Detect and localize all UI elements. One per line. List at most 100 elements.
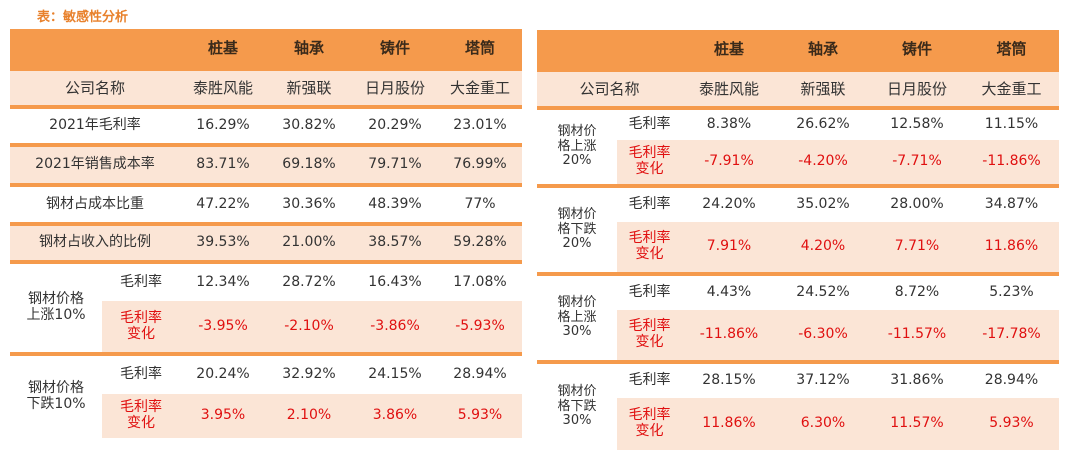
group-margin-row: 钢材价 格上涨 30% 毛利率 4.43% 24.52% 8.72% 5.23%: [537, 274, 1059, 364]
group-margin-row: 钢材价 格下跌 20% 毛利率 24.20% 35.02% 28.00% 34.87…: [537, 186, 1059, 276]
company-row: 公司名称 泰胜风能 新强联 日月股份 大金重工: [537, 70, 1059, 110]
group-change-row: 毛利率 变化 7.91% 4.20% 7.71% 11.86%: [537, 222, 1059, 276]
group-change-row: 毛利率 变化 -3.95% -2.10% -3.86% -5.93%: [10, 301, 522, 356]
change-cell: 3.95%: [200, 407, 246, 424]
header-cell: 铸件: [352, 29, 438, 71]
value-cell: 16.29%: [180, 107, 266, 147]
change-cell: 4.20%: [776, 222, 870, 276]
company-name: 日月股份: [870, 70, 964, 110]
value-cell: 20.29%: [352, 107, 438, 147]
group-margin-row: 钢材价格 下跌10% 毛利率 20.24% 32.92% 24.15% 28.94…: [10, 354, 522, 438]
value-cell: 83.71%: [180, 145, 266, 187]
change-cell: -3.95%: [180, 301, 266, 356]
row-label: 钢材占收入的比例: [10, 224, 180, 264]
left-sensitivity-table: 桩基 轴承 铸件 塔筒 公司名称 泰胜风能 新强联 日月股份 大金重工 2021…: [10, 29, 522, 438]
change-cell: 11.86%: [702, 415, 756, 432]
value-cell: 12.58%: [890, 116, 944, 133]
header-cell: 轴承: [266, 29, 352, 71]
change-label: 毛利率 变化: [617, 310, 682, 364]
value-cell: 34.87%: [984, 196, 1039, 213]
value-cell: 24.52%: [796, 284, 850, 301]
value-cell: 76.99%: [438, 145, 522, 187]
group-margin-row: 钢材价 格上涨 20% 毛利率 8.38% 26.62% 12.58% 11.15%: [537, 108, 1059, 188]
header-cell: 轴承: [776, 30, 870, 72]
change-cell: 3.86%: [372, 407, 418, 424]
value-cell: 31.86%: [890, 372, 944, 389]
change-cell: -3.86%: [352, 301, 438, 356]
group-change-row: 毛利率 变化 11.86% 6.30% 11.57% 5.93%: [537, 398, 1059, 450]
change-cell: -2.10%: [266, 301, 352, 356]
change-label: 毛利率 变化: [628, 407, 671, 439]
company-name: 泰胜风能: [682, 70, 776, 110]
row-label: 钢材占成本比重: [10, 185, 180, 226]
value-cell: 39.53%: [180, 224, 266, 264]
change-cell: -17.78%: [964, 310, 1059, 364]
table-row: 2021年销售成本率 83.71% 69.18% 79.71% 76.99%: [10, 145, 522, 187]
value-cell: 23.01%: [438, 107, 522, 147]
change-cell: -11.86%: [682, 310, 776, 364]
group-change-row: 毛利率 变化 -11.86% -6.30% -11.57% -17.78%: [537, 310, 1059, 364]
group-label: 钢材价格 上涨10%: [10, 262, 102, 356]
change-cell: -6.30%: [776, 310, 870, 364]
change-cell: -11.86%: [964, 140, 1059, 188]
value-cell: 24.20%: [702, 196, 756, 213]
table-row: 2021年毛利率 16.29% 30.82% 20.29% 23.01%: [10, 107, 522, 147]
change-cell: -7.91%: [682, 140, 776, 188]
value-cell: 8.72%: [894, 284, 940, 301]
company-label: 公司名称: [537, 70, 682, 110]
margin-label: 毛利率: [628, 196, 671, 213]
group-margin-row: 钢材价格 上涨10% 毛利率 12.34% 28.72% 16.43% 17.08…: [10, 262, 522, 356]
company-name: 大金重工: [964, 70, 1059, 110]
change-cell: -5.93%: [438, 301, 522, 356]
value-cell: 48.39%: [352, 185, 438, 226]
value-cell: 24.15%: [368, 366, 422, 383]
margin-label: 毛利率: [120, 273, 162, 290]
value-cell: 8.38%: [706, 116, 752, 133]
group-label: 钢材价 格上涨 30%: [537, 274, 617, 364]
value-cell: 35.02%: [796, 196, 850, 213]
value-cell: 12.34%: [196, 273, 250, 290]
row-label: 2021年毛利率: [10, 107, 180, 147]
margin-label: 毛利率: [628, 284, 671, 301]
change-label: 毛利率 变化: [120, 399, 162, 431]
change-cell: 7.91%: [682, 222, 776, 276]
header-blank: [537, 30, 682, 72]
value-cell: 5.23%: [989, 284, 1034, 301]
header-cell: 塔筒: [964, 30, 1059, 72]
change-cell: 7.71%: [870, 222, 964, 276]
value-cell: 26.62%: [796, 116, 850, 133]
value-cell: 20.24%: [196, 366, 250, 383]
group-label: 钢材价 格上涨 20%: [537, 108, 617, 188]
group-change-row: 毛利率 变化 -7.91% -4.20% -7.71% -11.86%: [537, 140, 1059, 188]
company-name: 新强联: [266, 69, 352, 109]
header-cell: 桩基: [180, 29, 266, 71]
change-cell: 6.30%: [800, 415, 846, 432]
value-cell: 11.15%: [984, 116, 1039, 133]
value-cell: 47.22%: [180, 185, 266, 226]
value-cell: 30.82%: [266, 107, 352, 147]
margin-label: 毛利率: [628, 372, 671, 389]
header-cell: 桩基: [682, 30, 776, 72]
value-cell: 59.28%: [438, 224, 522, 264]
value-cell: 28.72%: [282, 273, 336, 290]
header-cell: 铸件: [870, 30, 964, 72]
change-cell: 2.10%: [286, 407, 332, 424]
change-cell: -7.71%: [870, 140, 964, 188]
change-cell: 11.86%: [964, 222, 1059, 276]
header-blank: [10, 29, 180, 71]
change-cell: 5.93%: [989, 415, 1034, 432]
company-label: 公司名称: [10, 69, 180, 109]
change-cell: -11.57%: [870, 310, 964, 364]
value-cell: 37.12%: [796, 372, 850, 389]
group-label: 钢材价 格下跌 30%: [537, 362, 617, 450]
header-row: 桩基 轴承 铸件 塔筒: [537, 30, 1059, 72]
right-sensitivity-table: 桩基 轴承 铸件 塔筒 公司名称 泰胜风能 新强联 日月股份 大金重工 钢材价格…: [537, 30, 1059, 450]
value-cell: 38.57%: [352, 224, 438, 264]
value-cell: 30.36%: [266, 185, 352, 226]
company-name: 日月股份: [352, 69, 438, 109]
header-row: 桩基 轴承 铸件 塔筒: [10, 29, 522, 71]
group-label: 钢材价格 下跌10%: [10, 354, 102, 438]
change-label: 毛利率 变化: [617, 222, 682, 276]
company-name: 大金重工: [438, 69, 522, 109]
table-row: 钢材占收入的比例 39.53% 21.00% 38.57% 59.28%: [10, 224, 522, 264]
